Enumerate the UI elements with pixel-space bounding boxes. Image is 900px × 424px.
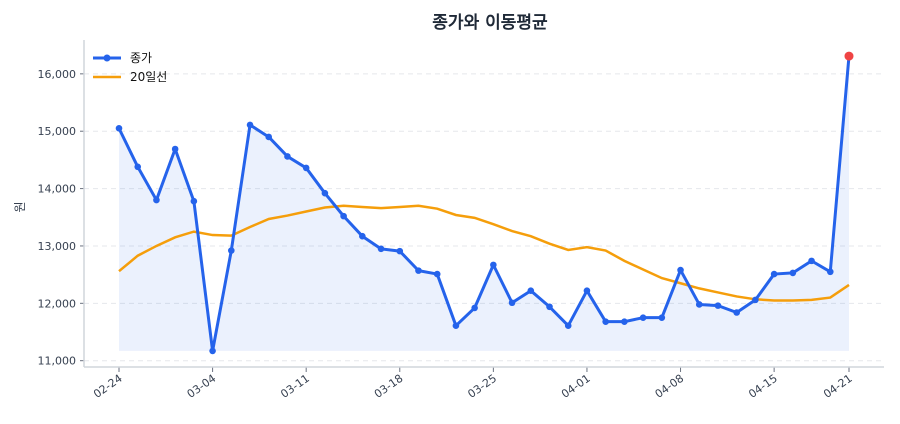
close-point bbox=[153, 196, 160, 204]
close-point bbox=[171, 145, 179, 153]
close-point bbox=[359, 232, 366, 240]
close-point bbox=[452, 322, 460, 329]
close-point bbox=[134, 163, 142, 171]
close-point bbox=[826, 268, 834, 276]
close-point bbox=[564, 322, 572, 329]
close-point bbox=[471, 304, 478, 312]
y-tick-label: 14,000 bbox=[38, 183, 77, 196]
close-point bbox=[246, 121, 254, 129]
close-line bbox=[117, 55, 851, 353]
x-tick-label: 03-25 bbox=[465, 372, 499, 401]
x-ticks: 02-24 03-04 03-11 03-18 03-25 04-01 04-08 04-15… bbox=[91, 367, 855, 401]
close-point bbox=[695, 301, 703, 308]
last-close-point bbox=[844, 51, 854, 61]
ma20-line bbox=[118, 204, 850, 302]
close-point bbox=[602, 318, 609, 325]
close-point bbox=[396, 247, 404, 255]
close-point bbox=[733, 309, 740, 316]
close-point bbox=[770, 270, 778, 278]
x-tick-label: 04-08 bbox=[653, 372, 687, 401]
close-point bbox=[621, 318, 628, 325]
close-point bbox=[808, 257, 815, 265]
close-point bbox=[415, 267, 422, 274]
y-tick-label: 15,000 bbox=[38, 125, 77, 138]
close-point bbox=[546, 303, 553, 311]
close-point bbox=[302, 164, 310, 172]
legend: 종가 20일선 bbox=[93, 51, 167, 84]
close-point bbox=[677, 266, 684, 274]
x-tick-label: 03-18 bbox=[372, 372, 406, 401]
close-point bbox=[340, 212, 347, 220]
x-tick-label: 04-15 bbox=[746, 372, 780, 401]
y-tick-label: 16,000 bbox=[38, 68, 77, 81]
y-tick-label: 13,000 bbox=[38, 240, 77, 253]
legend-ma20-label: 20일선 bbox=[130, 70, 167, 84]
close-point bbox=[527, 287, 535, 295]
close-point bbox=[583, 287, 591, 295]
close-point bbox=[284, 153, 291, 160]
close-point bbox=[377, 245, 385, 253]
close-point bbox=[265, 133, 273, 141]
close-point bbox=[115, 125, 123, 132]
y-tick-label: 12,000 bbox=[38, 297, 77, 310]
close-point bbox=[789, 269, 797, 277]
close-point bbox=[190, 197, 198, 205]
x-tick-label: 03-04 bbox=[185, 372, 219, 401]
close-area-fill bbox=[119, 56, 849, 351]
close-point bbox=[639, 314, 647, 321]
chart-title: 종가와 이동평균 bbox=[432, 13, 548, 33]
close-point bbox=[508, 299, 516, 307]
y-axis-label: 원 bbox=[13, 201, 27, 212]
close-point bbox=[490, 261, 497, 269]
close-point bbox=[321, 189, 329, 197]
close-point bbox=[228, 247, 235, 254]
close-point bbox=[714, 302, 722, 309]
close-points bbox=[115, 51, 854, 355]
close-point bbox=[433, 270, 441, 278]
y-ticks: 11,000 12,000 13,000 14,000 15,000 16,000 bbox=[38, 68, 84, 368]
legend-close-marker bbox=[103, 54, 111, 62]
legend-close-label: 종가 bbox=[130, 51, 152, 65]
x-tick-label: 04-01 bbox=[559, 372, 593, 401]
close-point bbox=[209, 347, 216, 355]
close-point bbox=[752, 296, 759, 304]
x-tick-label: 04-21 bbox=[821, 372, 855, 401]
x-tick-label: 02-24 bbox=[91, 372, 125, 401]
x-tick-label: 03-11 bbox=[278, 372, 312, 401]
y-tick-label: 11,000 bbox=[38, 355, 77, 368]
close-point bbox=[658, 314, 666, 321]
